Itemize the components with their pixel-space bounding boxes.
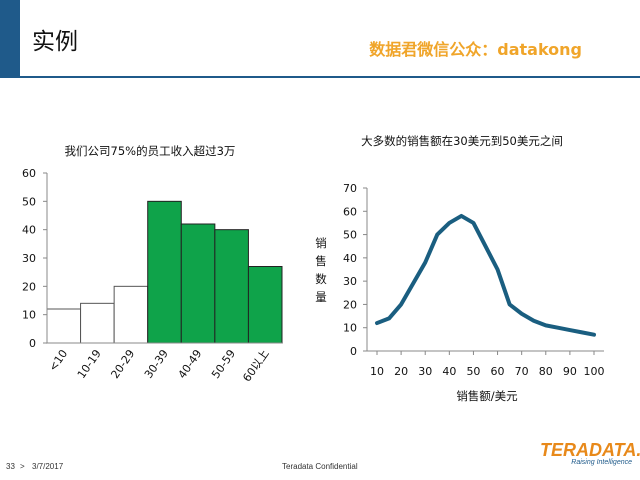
- line-y-axis-label-char: 数: [315, 272, 327, 286]
- slide-title: 实例: [32, 29, 78, 55]
- bar-chart-title: 我们公司75%的员工收入超过3万: [65, 144, 236, 158]
- line-x-tick-label: 10: [370, 365, 384, 378]
- bar-y-tick-label: 10: [22, 309, 36, 322]
- bar-y-tick-label: 30: [22, 252, 36, 265]
- footer-separator: >: [20, 462, 25, 471]
- line-y-tick-label: 70: [343, 182, 357, 195]
- line-x-tick-label: 80: [539, 365, 553, 378]
- line-y-tick-label: 40: [343, 252, 357, 265]
- teradata-logo: TERADATA. Raising Intelligence: [540, 440, 640, 466]
- bar-2: [113, 285, 149, 344]
- bar-5: [214, 229, 249, 344]
- line-x-tick-label: 40: [442, 365, 456, 378]
- bar-x-tick-label: 40-49: [176, 347, 205, 381]
- footer-date: 3/7/2017: [32, 462, 64, 471]
- bar-x-tick-label: 50-59: [209, 347, 238, 381]
- line-y-tick-label: 30: [343, 275, 357, 288]
- bar-1: [80, 302, 115, 344]
- line-x-tick-label: 50: [466, 365, 480, 378]
- line-y-axis-label-char: 销: [315, 236, 327, 250]
- bar-y-tick-label: 40: [22, 224, 36, 237]
- line-x-tick-label: 20: [394, 365, 408, 378]
- line-y-axis-label-char: 售: [315, 254, 327, 268]
- line-x-tick-label: 30: [418, 365, 432, 378]
- logo-tagline: Raising Intelligence: [571, 459, 632, 466]
- line-chart-title: 大多数的销售额在30美元到50美元之间: [361, 134, 563, 148]
- line-y-tick-label: 20: [343, 298, 357, 311]
- bar-y-tick-label: 20: [22, 280, 36, 293]
- line-y-axis-label-char: 量: [315, 290, 327, 304]
- bar-x-tick-label: 60以上: [240, 347, 271, 384]
- bar-y-tick-label: 50: [22, 195, 36, 208]
- line-x-tick-label: 90: [563, 365, 577, 378]
- bar-y-tick-label: 0: [29, 337, 36, 350]
- line-x-axis-label: 销售额/美元: [456, 389, 518, 403]
- line-y-tick-label: 50: [343, 229, 357, 242]
- bar-3: [147, 200, 182, 344]
- line-y-tick-label: 10: [343, 322, 357, 335]
- bar-6: [247, 266, 283, 344]
- bar-x-tick-label: 10-19: [75, 347, 104, 381]
- bar-x-tick-label: 30-39: [142, 347, 171, 381]
- footer-confidential: Teradata Confidential: [282, 462, 358, 471]
- line-y-tick-label: 60: [343, 205, 357, 218]
- title-accent-bar: [0, 0, 20, 78]
- bar-x-tick-label: 20-29: [108, 347, 137, 381]
- bar-4: [180, 223, 216, 344]
- footer-page-number: 33: [6, 462, 15, 471]
- line-x-tick-label: 60: [491, 365, 505, 378]
- line-x-tick-label: 70: [515, 365, 529, 378]
- line-y-tick-label: 0: [350, 345, 357, 358]
- sales-line-series: [375, 213, 596, 337]
- logo-wordmark: TERADATA.: [540, 440, 640, 460]
- line-x-tick-label: 100: [584, 365, 605, 378]
- watermark-text: 数据君微信公众：datakong: [369, 40, 582, 59]
- bar-0: [46, 308, 82, 344]
- bar-y-tick-label: 60: [22, 167, 36, 180]
- title-divider: [20, 76, 640, 78]
- bar-x-tick-label: <10: [46, 347, 70, 373]
